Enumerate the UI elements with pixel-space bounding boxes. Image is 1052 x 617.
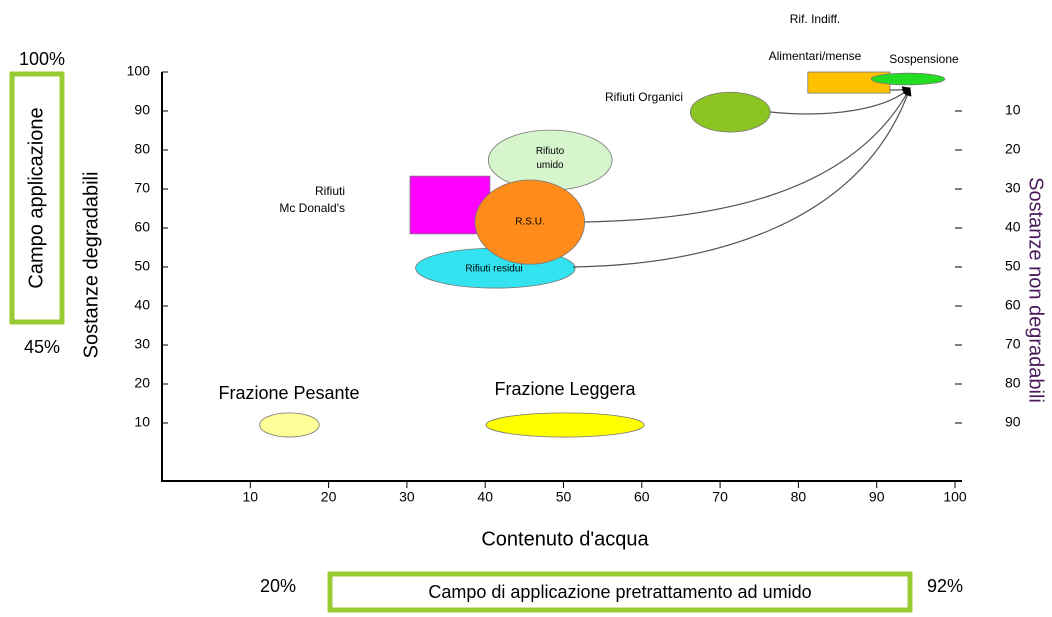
region [870,72,946,86]
y-tick-label: 10 [134,414,150,430]
y-tick-label: 70 [134,180,150,196]
y2-tick-label: 80 [1005,375,1021,391]
y2-tick-label: 70 [1005,336,1021,352]
y-tick-label: 90 [134,102,150,118]
y-tick-label: 40 [134,297,150,313]
y-tick-label: 20 [134,375,150,391]
x-tick-label: 30 [399,489,415,505]
annotation: 92% [927,576,963,596]
annotation-box [9,71,65,325]
y-tick-label: 30 [134,336,150,352]
y2-tick-label: 50 [1005,258,1021,274]
region [689,91,771,133]
y2-axis-label: Sostanze non degradabili [1025,177,1047,403]
region [474,179,586,265]
x-tick-label: 100 [943,489,967,505]
region-label: R.S.U. [515,217,544,228]
x-tick-label: 40 [477,489,493,505]
region [485,412,645,438]
arrows [572,86,912,268]
y2-tick-label: 90 [1005,414,1021,430]
x-tick-label: 70 [712,489,728,505]
y-tick-label: 50 [134,258,150,274]
region [259,412,320,438]
x-tick-label: 20 [321,489,337,505]
annotation: 100% [19,49,65,69]
x-tick-label: 80 [791,489,807,505]
region-label: Frazione Pesante [218,383,359,403]
annotation: Campo applicazione [25,107,47,288]
region-label: Rifiuto umido [536,146,565,171]
annotation-box [327,571,913,613]
annotation: 20% [260,576,296,596]
annotation: Campo di applicazione pretrattamento ad … [428,582,811,602]
y2-tick-label: 20 [1005,141,1021,157]
y-tick-label: 60 [134,219,150,235]
region-label: Rifiuti residui [465,264,522,275]
x-axis-label: Contenuto d'acqua [481,528,649,550]
y2-tick-label: 40 [1005,219,1021,235]
annotation: 45% [24,337,60,357]
y2-tick-label: 60 [1005,297,1021,313]
y2-tick-label: 10 [1005,102,1021,118]
region-label: Rifiuti Mc Donald's [279,184,345,215]
y-tick-label: 100 [127,63,151,79]
region-label: Sospensione [889,52,959,66]
region-label: Rifiuti Organici [605,90,683,104]
x-tick-label: 60 [634,489,650,505]
y-axis-label: Sostanze degradabili [80,172,102,359]
region-label: Rif. Indiff. Alimentari/mense [769,12,862,63]
x-tick-label: 10 [243,489,259,505]
y-tick-label: 80 [134,141,150,157]
y2-tick-label: 30 [1005,180,1021,196]
region-label: Frazione Leggera [494,379,636,399]
x-tick-label: 90 [869,489,885,505]
x-tick-label: 50 [556,489,572,505]
